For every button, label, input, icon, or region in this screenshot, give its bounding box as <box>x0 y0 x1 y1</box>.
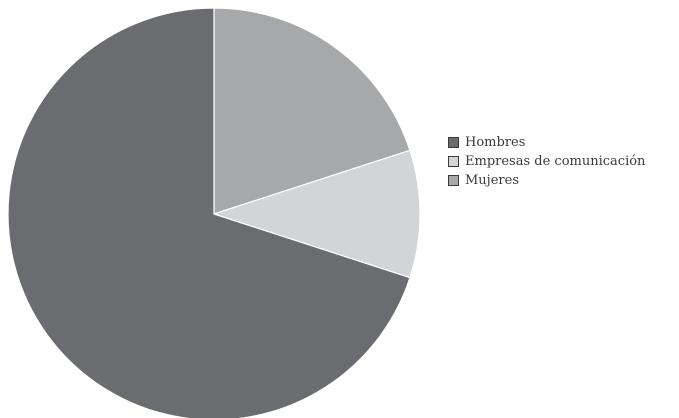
legend: Hombres Empresas de comunicación Mujeres <box>448 133 645 190</box>
legend-label-hombres: Hombres <box>465 135 526 150</box>
pie-slice-empresas <box>212 149 421 279</box>
pie-slice-hombres <box>7 7 411 418</box>
pie-slices <box>7 7 421 418</box>
legend-label-empresas: Empresas de comunicación <box>465 154 646 169</box>
legend-item-hombres: Hombres <box>448 133 645 152</box>
legend-swatch-hombres <box>448 137 459 148</box>
legend-swatch-empresas <box>448 156 459 167</box>
pie-chart-plot <box>7 7 421 418</box>
legend-swatch-mujeres <box>448 175 459 186</box>
legend-item-empresas: Empresas de comunicación <box>448 152 645 171</box>
legend-item-mujeres: Mujeres <box>448 171 645 190</box>
pie-slice-mujeres <box>213 7 411 215</box>
legend-label-mujeres: Mujeres <box>465 173 519 188</box>
